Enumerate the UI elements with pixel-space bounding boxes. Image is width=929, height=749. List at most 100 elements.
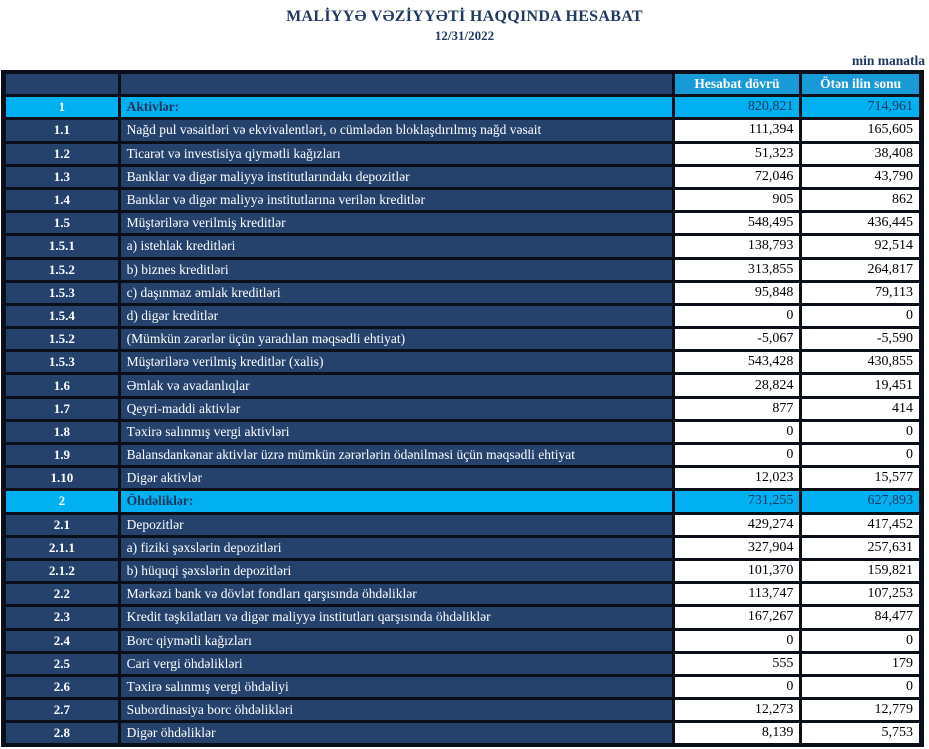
value-current: 0 [671, 627, 803, 654]
value-previous: 414 [799, 395, 923, 422]
table-row: 1.1 Nağd pul vəsaitləri və ekvivalentləri… [2, 117, 923, 144]
row-index: 2.4 [2, 627, 121, 654]
header-index-cell [2, 70, 121, 98]
row-index: 2.2 [2, 581, 121, 608]
value-current: 138,793 [671, 233, 803, 260]
row-index: 1.7 [2, 395, 121, 422]
row-label: Qeyri-maddi aktivlər [117, 395, 675, 422]
row-index: 1.5.1 [2, 233, 121, 260]
value-current: 111,394 [671, 117, 803, 144]
row-label: Müştərilərə verilmiş kreditlər (xalis) [117, 349, 675, 376]
row-label: Müştərilərə verilmiş kreditlər [117, 210, 675, 237]
value-current: 327,904 [671, 534, 803, 561]
row-index: 2.6 [2, 673, 121, 701]
row-index: 1.5.3 [2, 279, 121, 306]
row-index: 2.1.1 [2, 534, 121, 561]
table-row: 1.5.2 (Mümkün zərərlər üçün yaradılan məq… [2, 326, 923, 353]
row-index: 2.3 [2, 604, 121, 631]
row-label: b) biznes kreditləri [117, 256, 675, 283]
column-header-current-period: Hesabat dövrü [671, 70, 803, 98]
value-previous: 257,631 [799, 534, 923, 561]
value-current: 72,046 [671, 163, 803, 190]
value-previous: 179 [799, 650, 923, 677]
row-index: 1.5.2 [2, 326, 121, 353]
financial-position-table: Hesabat dövrü Ötən ilin sonu 1 Aktivlər: 8… [1, 70, 924, 748]
value-previous: 43,790 [799, 163, 923, 190]
row-index: 1.5.4 [2, 302, 121, 330]
value-current: 313,855 [671, 256, 803, 283]
value-previous: 38,408 [799, 140, 923, 167]
row-index: 1.6 [2, 372, 121, 399]
value-current: 731,255 [671, 488, 803, 515]
row-label: Təxirə salınmış vergi aktivləri [117, 418, 675, 446]
value-previous: 0 [799, 673, 923, 701]
value-current: 95,848 [671, 279, 803, 306]
value-previous: -5,590 [799, 326, 923, 353]
row-index: 1.9 [2, 441, 121, 469]
value-previous: 862 [799, 186, 923, 214]
value-previous: 12,779 [799, 697, 923, 724]
table-row: 1.4 Banklar və digər maliyyə institutları… [2, 186, 923, 214]
value-previous: 165,605 [799, 117, 923, 144]
row-label: b) hüquqi şəxslərin depozitləri [117, 557, 675, 585]
row-index: 2.7 [2, 697, 121, 724]
value-previous: 159,821 [799, 557, 923, 585]
row-label: Aktivlər: [117, 94, 675, 121]
table-row: 1.3 Banklar və digər maliyyə institutları… [2, 163, 923, 190]
value-previous: 714,961 [799, 94, 923, 121]
table-row: 2 Öhdəliklər: 731,255 627,893 [2, 488, 923, 515]
value-current: 28,824 [671, 372, 803, 399]
row-label: Mərkəzi bank və dövlət fondları qarşısın… [117, 581, 675, 608]
unit-note: min manatla [851, 53, 925, 68]
row-label: Əmlak və avadanlıqlar [117, 372, 675, 399]
row-label: Depozitlər [117, 511, 675, 538]
table-row: 1.9 Balansdankənar aktivlər üzrə mümkün z… [2, 441, 923, 469]
row-index: 1.3 [2, 163, 121, 190]
value-current: 167,267 [671, 604, 803, 631]
value-previous: 92,514 [799, 233, 923, 260]
value-current: 548,495 [671, 210, 803, 237]
table-row: 1.6 Əmlak və avadanlıqlar 28,824 19,451 [2, 372, 923, 399]
row-index: 2.1 [2, 511, 121, 538]
row-label: a) fiziki şəxslərin depozitləri [117, 534, 675, 561]
table-body: 1 Aktivlər: 820,821 714,961 1.1 Nağd pul vəsa… [2, 94, 923, 747]
value-previous: 0 [799, 441, 923, 469]
value-previous: 436,445 [799, 210, 923, 237]
value-current: 12,273 [671, 697, 803, 724]
value-current: 0 [671, 302, 803, 330]
value-previous: 430,855 [799, 349, 923, 376]
table-row: 2.1 Depozitlər 429,274 417,452 [2, 511, 923, 538]
row-index: 1 [2, 94, 121, 121]
value-previous: 0 [799, 418, 923, 446]
row-index: 2 [2, 488, 121, 515]
table-row: 1.5.3 Müştərilərə verilmiş kreditlər (xal… [2, 349, 923, 376]
row-index: 2.5 [2, 650, 121, 677]
table-header-row: Hesabat dövrü Ötən ilin sonu [2, 70, 923, 98]
table-row: 1.10 Digər aktivlər 12,023 15,577 [2, 465, 923, 492]
value-current: 877 [671, 395, 803, 422]
value-current: 555 [671, 650, 803, 677]
value-current: 101,370 [671, 557, 803, 585]
row-index: 1.1 [2, 117, 121, 144]
table-row: 2.3 Kredit təşkilatları və digər maliyyə … [2, 604, 923, 631]
table-row: 2.1.1 a) fiziki şəxslərin depozitləri 327,… [2, 534, 923, 561]
table-row: 2.8 Digər öhdəliklər 8,139 5,753 [2, 720, 923, 747]
table-row: 1.7 Qeyri-maddi aktivlər 877 414 [2, 395, 923, 422]
table-row: 2.6 Təxirə salınmış vergi öhdəliyi 0 0 [2, 673, 923, 701]
row-index: 1.4 [2, 186, 121, 214]
value-previous: 0 [799, 627, 923, 654]
row-index: 2.8 [2, 720, 121, 747]
report-title: MALİYYƏ VƏZİYYƏTİ HAQQINDA HESABAT [286, 8, 643, 25]
value-previous: 19,451 [799, 372, 923, 399]
row-index: 1.8 [2, 418, 121, 446]
row-label: a) istehlak kreditləri [117, 233, 675, 260]
table-row: 2.7 Subordinasiya borc öhdəlikləri 12,273 1… [2, 697, 923, 724]
value-current: 51,323 [671, 140, 803, 167]
table-row: 1.2 Ticarət və investisiya qiymətli kağız… [2, 140, 923, 167]
row-label: c) daşınmaz əmlak kreditləri [117, 279, 675, 306]
value-current: 12,023 [671, 465, 803, 492]
report-date: 12/31/2022 [434, 28, 495, 43]
value-current: 543,428 [671, 349, 803, 376]
row-label: Təxirə salınmış vergi öhdəliyi [117, 673, 675, 701]
